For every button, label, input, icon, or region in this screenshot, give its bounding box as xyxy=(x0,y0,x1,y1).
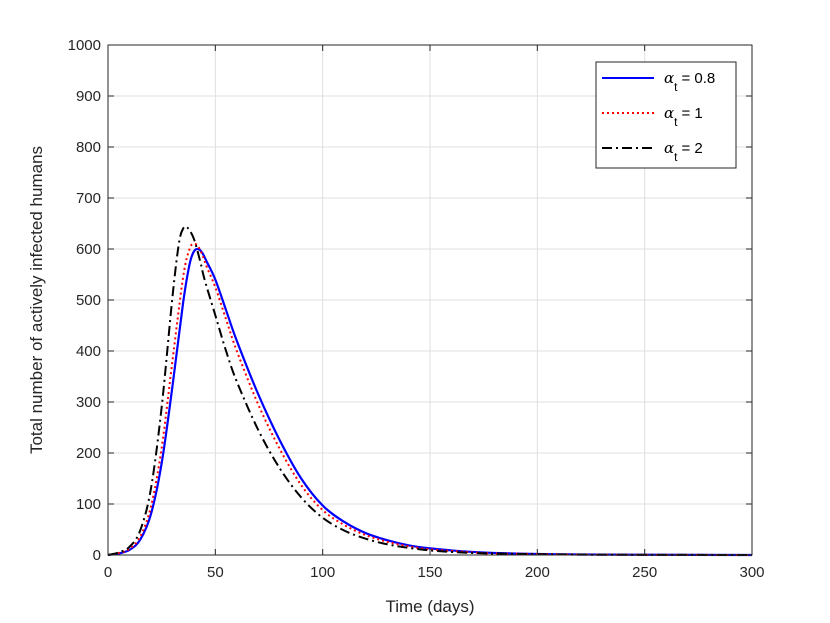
y-tick-label: 300 xyxy=(76,394,101,411)
legend-subscript: t xyxy=(674,80,678,94)
legend-value: = 2 xyxy=(681,140,702,157)
series-layer xyxy=(107,225,753,557)
y-tick-label: 700 xyxy=(76,190,101,207)
x-tick-label: 150 xyxy=(417,564,442,581)
x-tick-label: 300 xyxy=(739,564,764,581)
x-tick-label: 0 xyxy=(104,564,112,581)
y-tick-label: 900 xyxy=(76,88,101,105)
legend-label-1: αt = 1 xyxy=(664,104,703,129)
legend: αt = 0.8αt = 1αt = 2 xyxy=(595,61,737,169)
x-tick-label: 250 xyxy=(632,564,657,581)
series-line-0 xyxy=(107,247,753,557)
y-tick-label: 0 xyxy=(93,547,101,564)
legend-label-2: αt = 2 xyxy=(664,139,703,164)
y-tick-label: 400 xyxy=(76,343,101,360)
legend-symbol: α xyxy=(664,139,674,157)
legend-symbol: α xyxy=(664,69,674,87)
y-tick-label: 500 xyxy=(76,292,101,309)
x-tick-label: 200 xyxy=(525,564,550,581)
legend-subscript: t xyxy=(674,150,678,164)
y-tick-label: 200 xyxy=(76,445,101,462)
series-line-2 xyxy=(107,225,753,556)
x-axis-label: Time (days) xyxy=(385,597,474,616)
legend-symbol: α xyxy=(664,104,674,122)
legend-label-0: αt = 0.8 xyxy=(664,69,715,94)
legend-value: = 0.8 xyxy=(681,70,715,87)
x-tick-label: 50 xyxy=(207,564,224,581)
y-axis-label: Total number of actively infected humans xyxy=(27,146,46,454)
y-tick-label: 600 xyxy=(76,241,101,258)
y-tick-label: 1000 xyxy=(68,37,101,54)
legend-value: = 1 xyxy=(681,105,702,122)
x-tick-label: 100 xyxy=(310,564,335,581)
axis-ticks: 0 50 100 150 200 250 300 0 100 200 300 400 500 600 700… xyxy=(68,37,765,581)
legend-box xyxy=(595,61,737,169)
legend-subscript: t xyxy=(674,115,678,129)
y-tick-label: 800 xyxy=(76,139,101,156)
y-tick-label: 100 xyxy=(76,496,101,513)
